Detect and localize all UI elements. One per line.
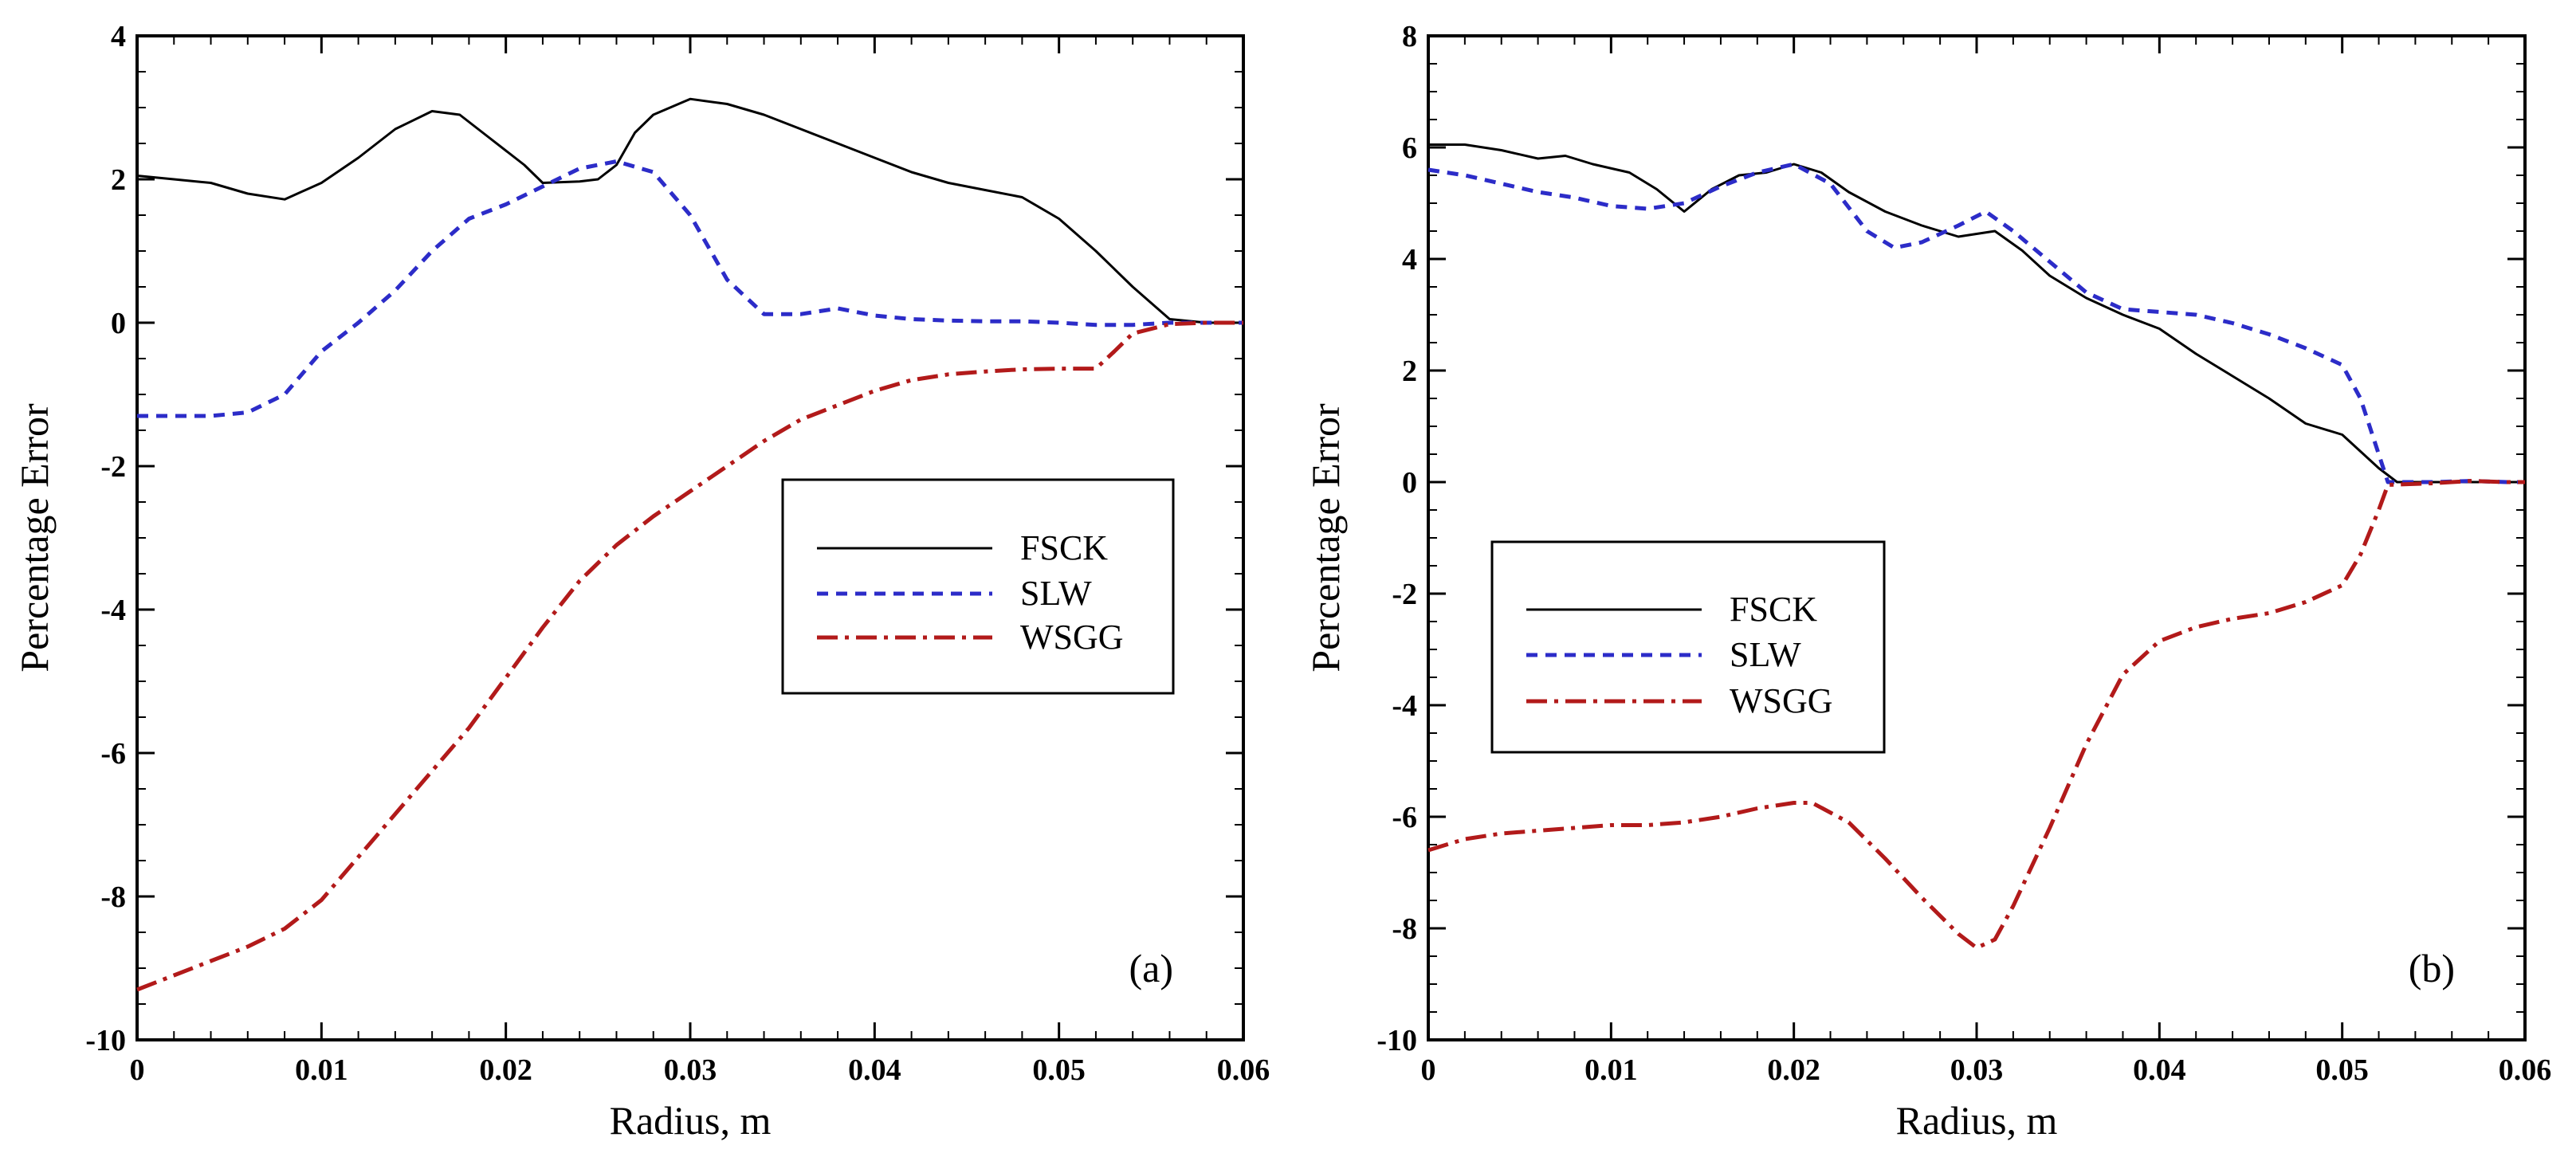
legend-label-fsck-b: FSCK — [1730, 590, 1817, 629]
x-tick-label-a: 0.01 — [295, 1053, 348, 1087]
x-tick-label-b: 0.01 — [1584, 1053, 1638, 1087]
y-tick-label-b: -6 — [1392, 801, 1417, 834]
y-tick-label-a: -10 — [85, 1024, 126, 1057]
x-tick-label-b: 0.04 — [2133, 1053, 2186, 1087]
ticks-a: 0 0.01 0.02 0.03 0.04 0.05 0.06 -10 -8 -6 -4 -2 0 2 4 — [85, 20, 1270, 1087]
legend-a: FSCK SLW WSGG — [781, 478, 1175, 695]
y-tick-label-a: 2 — [111, 163, 126, 197]
y-tick-label-b: 4 — [1402, 243, 1417, 277]
legend-label-slw-a: SLW — [1020, 574, 1092, 613]
y-tick-label-a: -6 — [100, 737, 126, 771]
y-tick-label-b: 0 — [1402, 466, 1417, 500]
panel-b: 0 0.01 0.02 0.03 0.04 0.05 0.06 -10 -8 -6 -4 -2 0 2 4 6… — [1303, 20, 2551, 1143]
ticks-b: 0 0.01 0.02 0.03 0.04 0.05 0.06 -10 -8 -6 -4 -2 0 2 4 6… — [1376, 20, 2551, 1087]
legend-box-a — [781, 478, 1175, 695]
x-tick-label-a: 0.04 — [848, 1053, 901, 1087]
x-tick-label-a: 0.03 — [664, 1053, 717, 1087]
y-tick-label-b: 6 — [1402, 131, 1417, 165]
x-tick-label-b: 0 — [1421, 1053, 1436, 1087]
x-axis-title-b: Radius, m — [1896, 1098, 2058, 1143]
y-tick-label-b: -4 — [1392, 689, 1417, 723]
y-tick-label-b: 8 — [1402, 20, 1417, 53]
y-tick-label-a: -2 — [100, 450, 126, 484]
legend-label-wsgg-b: WSGG — [1730, 681, 1833, 720]
x-tick-label-b: 0.06 — [2499, 1053, 2552, 1087]
series-line-fsck-b — [1428, 143, 2525, 484]
legend-label-wsgg-a: WSGG — [1020, 618, 1124, 657]
y-tick-label-b: 2 — [1402, 355, 1417, 388]
series-b — [1427, 143, 2525, 950]
panel-a: 0 0.01 0.02 0.03 0.04 0.05 0.06-10-8-6-4-2024 … — [12, 20, 1270, 1143]
y-tick-label-b: -2 — [1392, 578, 1417, 611]
series-line-slw-b — [1427, 162, 2525, 484]
x-tick-label-b: 0.05 — [2315, 1053, 2369, 1087]
y-tick-label-a: 4 — [111, 20, 126, 53]
y-tick-label-a: 0 — [111, 307, 126, 340]
y-tick-label-b: -10 — [1376, 1024, 1417, 1057]
legend-label-slw-b: SLW — [1730, 635, 1801, 674]
x-tick-label-b: 0.03 — [1950, 1053, 2004, 1087]
x-tick-label-a: 0.02 — [479, 1053, 532, 1087]
series-line-wsgg-a — [136, 320, 1243, 992]
y-tick-label-b: -8 — [1392, 912, 1417, 946]
legend-box-b — [1490, 540, 1886, 754]
series-line-slw-a — [137, 159, 1243, 418]
y-axis-title-a: Percentage Error — [12, 403, 57, 673]
x-tick-label-a: 0 — [130, 1053, 145, 1087]
x-tick-label-a: 0.06 — [1217, 1053, 1270, 1087]
x-tick-label-a: 0.05 — [1032, 1053, 1086, 1087]
y-tick-label-a: -8 — [100, 881, 126, 914]
panel-label-b: (b) — [2409, 946, 2455, 990]
y-axis-title-b: Percentage Error — [1303, 403, 1348, 673]
series-line-fsck-a — [136, 97, 1243, 324]
x-axis-title-a: Radius, m — [610, 1098, 772, 1143]
x-tick-label-b: 0.02 — [1767, 1053, 1820, 1087]
legend-label-fsck-a: FSCK — [1020, 528, 1108, 567]
series-line-wsgg-b — [1427, 479, 2525, 950]
series-a — [136, 97, 1243, 992]
legend-b: FSCK SLW WSGG — [1490, 540, 1886, 754]
panel-label-a: (a) — [1129, 946, 1174, 990]
y-tick-label-a: -4 — [100, 594, 126, 627]
